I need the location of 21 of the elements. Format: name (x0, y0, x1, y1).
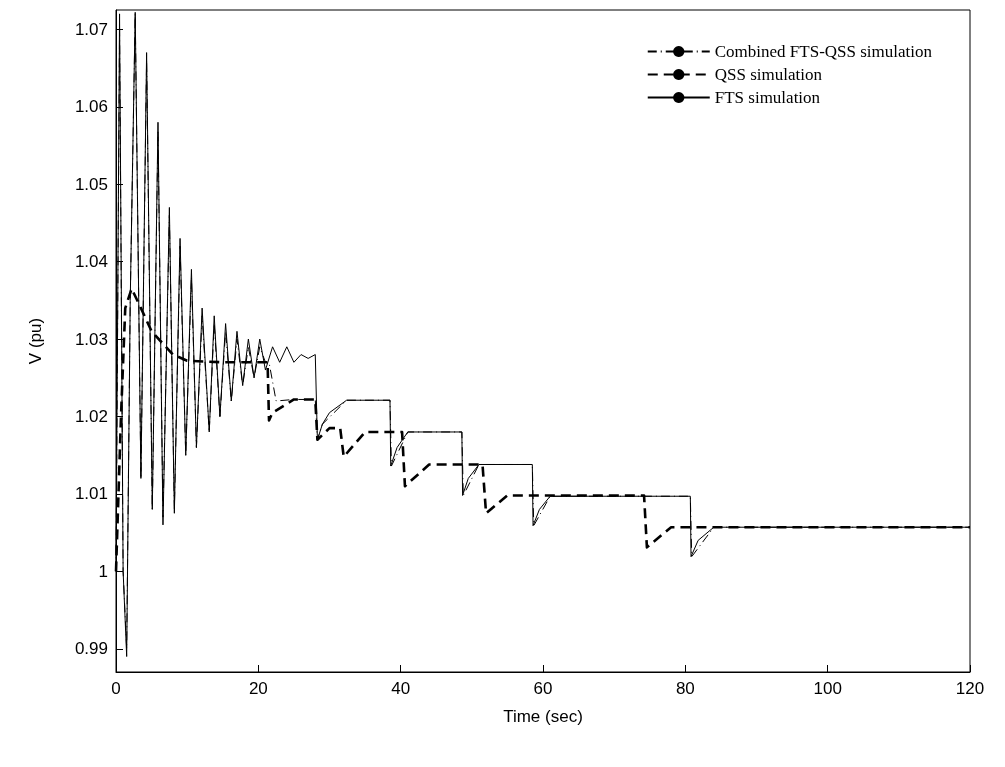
y-tick-label: 1.03 (74, 329, 108, 349)
x-tick-label: 0 (111, 679, 121, 698)
legend-label: QSS simulation (714, 65, 823, 84)
x-axis-title: Time (sec) (503, 707, 583, 726)
y-axis-title: V (pu) (26, 317, 45, 365)
x-tick-label: 100 (813, 679, 842, 698)
x-tick-label: 20 (248, 679, 268, 698)
y-tick-label: 1 (98, 561, 108, 581)
y-tick-label: 0.99 (74, 639, 108, 659)
y-tick-label: 1.04 (74, 252, 108, 272)
y-tick-label: 1.07 (74, 19, 108, 39)
legend-label: Combined FTS-QSS simulation (714, 42, 933, 61)
y-tick-label: 1.02 (74, 406, 108, 426)
x-tick-label: 60 (533, 679, 553, 698)
y-tick-label: 1.06 (74, 97, 108, 117)
y-tick-label: 1.01 (74, 484, 108, 504)
y-tick-label: 1.05 (74, 174, 108, 194)
x-tick-label: 40 (391, 679, 411, 698)
legend-label: FTS simulation (714, 88, 821, 107)
x-tick-label: 120 (955, 679, 985, 698)
x-tick-label: 80 (675, 679, 695, 698)
